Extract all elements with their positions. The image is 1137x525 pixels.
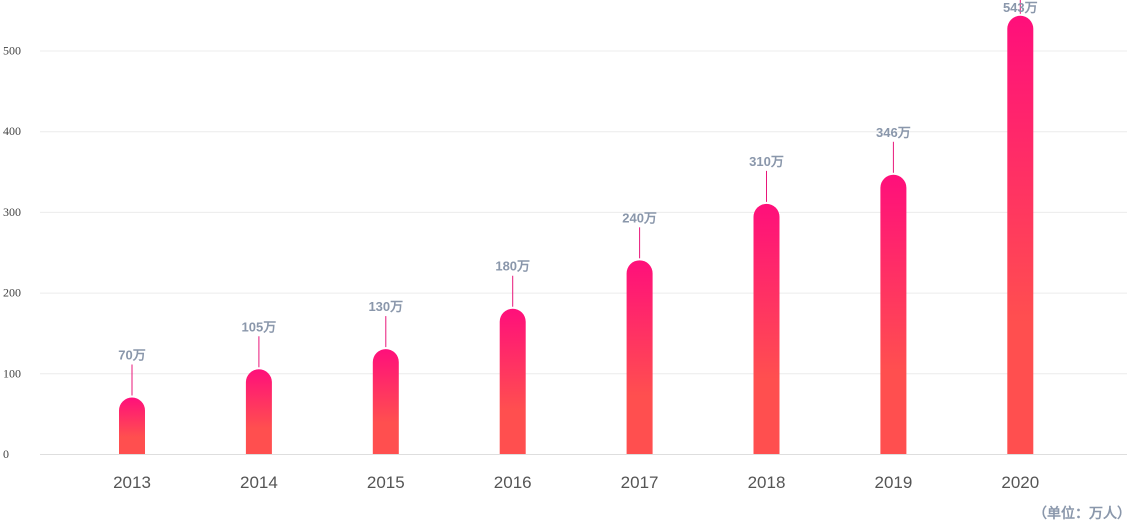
bars — [119, 15, 1034, 454]
data-label-2020: 543万 — [1003, 0, 1038, 15]
y-tick-label: 100 — [3, 366, 21, 380]
data-label-2018: 310万 — [749, 154, 784, 169]
x-axis-ticks: 2013 2014 2015 2016 2017 2018 2019 2020 — [113, 473, 1039, 492]
bar-2013 — [119, 397, 145, 454]
x-tick-label-2017: 2017 — [621, 473, 659, 492]
data-label-2017: 240万 — [622, 210, 657, 225]
x-tick-label-2018: 2018 — [748, 473, 786, 492]
bar-2016 — [499, 308, 526, 454]
x-tick-label-2020: 2020 — [1001, 473, 1039, 492]
bar-2017 — [626, 260, 653, 454]
leader-lines — [131, 0, 1021, 396]
data-label-2019: 346万 — [876, 125, 911, 140]
x-tick-label-2019: 2019 — [874, 473, 912, 492]
bar-2015 — [372, 349, 399, 454]
bar-2014 — [245, 369, 272, 454]
x-tick-label-2013: 2013 — [113, 473, 151, 492]
bar-2018 — [753, 203, 780, 454]
data-label-2014: 105万 — [242, 319, 277, 334]
data-labels: 70万 105万 130万 180万 240万 310万 346万 543万 — [118, 0, 1037, 363]
x-tick-label-2015: 2015 — [367, 473, 405, 492]
y-tick-label: 400 — [3, 124, 21, 138]
y-tick-label: 0 — [3, 447, 9, 461]
bar-2019 — [880, 174, 907, 454]
y-tick-label: 200 — [3, 286, 21, 300]
bar-2020 — [1007, 15, 1034, 454]
y-tick-label: 500 — [3, 44, 21, 58]
grid-lines — [40, 50, 1127, 455]
x-tick-label-2016: 2016 — [494, 473, 532, 492]
y-tick-label: 300 — [3, 205, 21, 219]
data-label-2013: 70万 — [118, 348, 145, 363]
x-tick-label-2014: 2014 — [240, 473, 278, 492]
y-axis-ticks: 0 100 200 300 400 500 — [3, 44, 21, 462]
unit-note: （单位：万人） — [1033, 505, 1131, 521]
data-label-2016: 180万 — [495, 259, 530, 274]
data-label-2015: 130万 — [368, 299, 403, 314]
